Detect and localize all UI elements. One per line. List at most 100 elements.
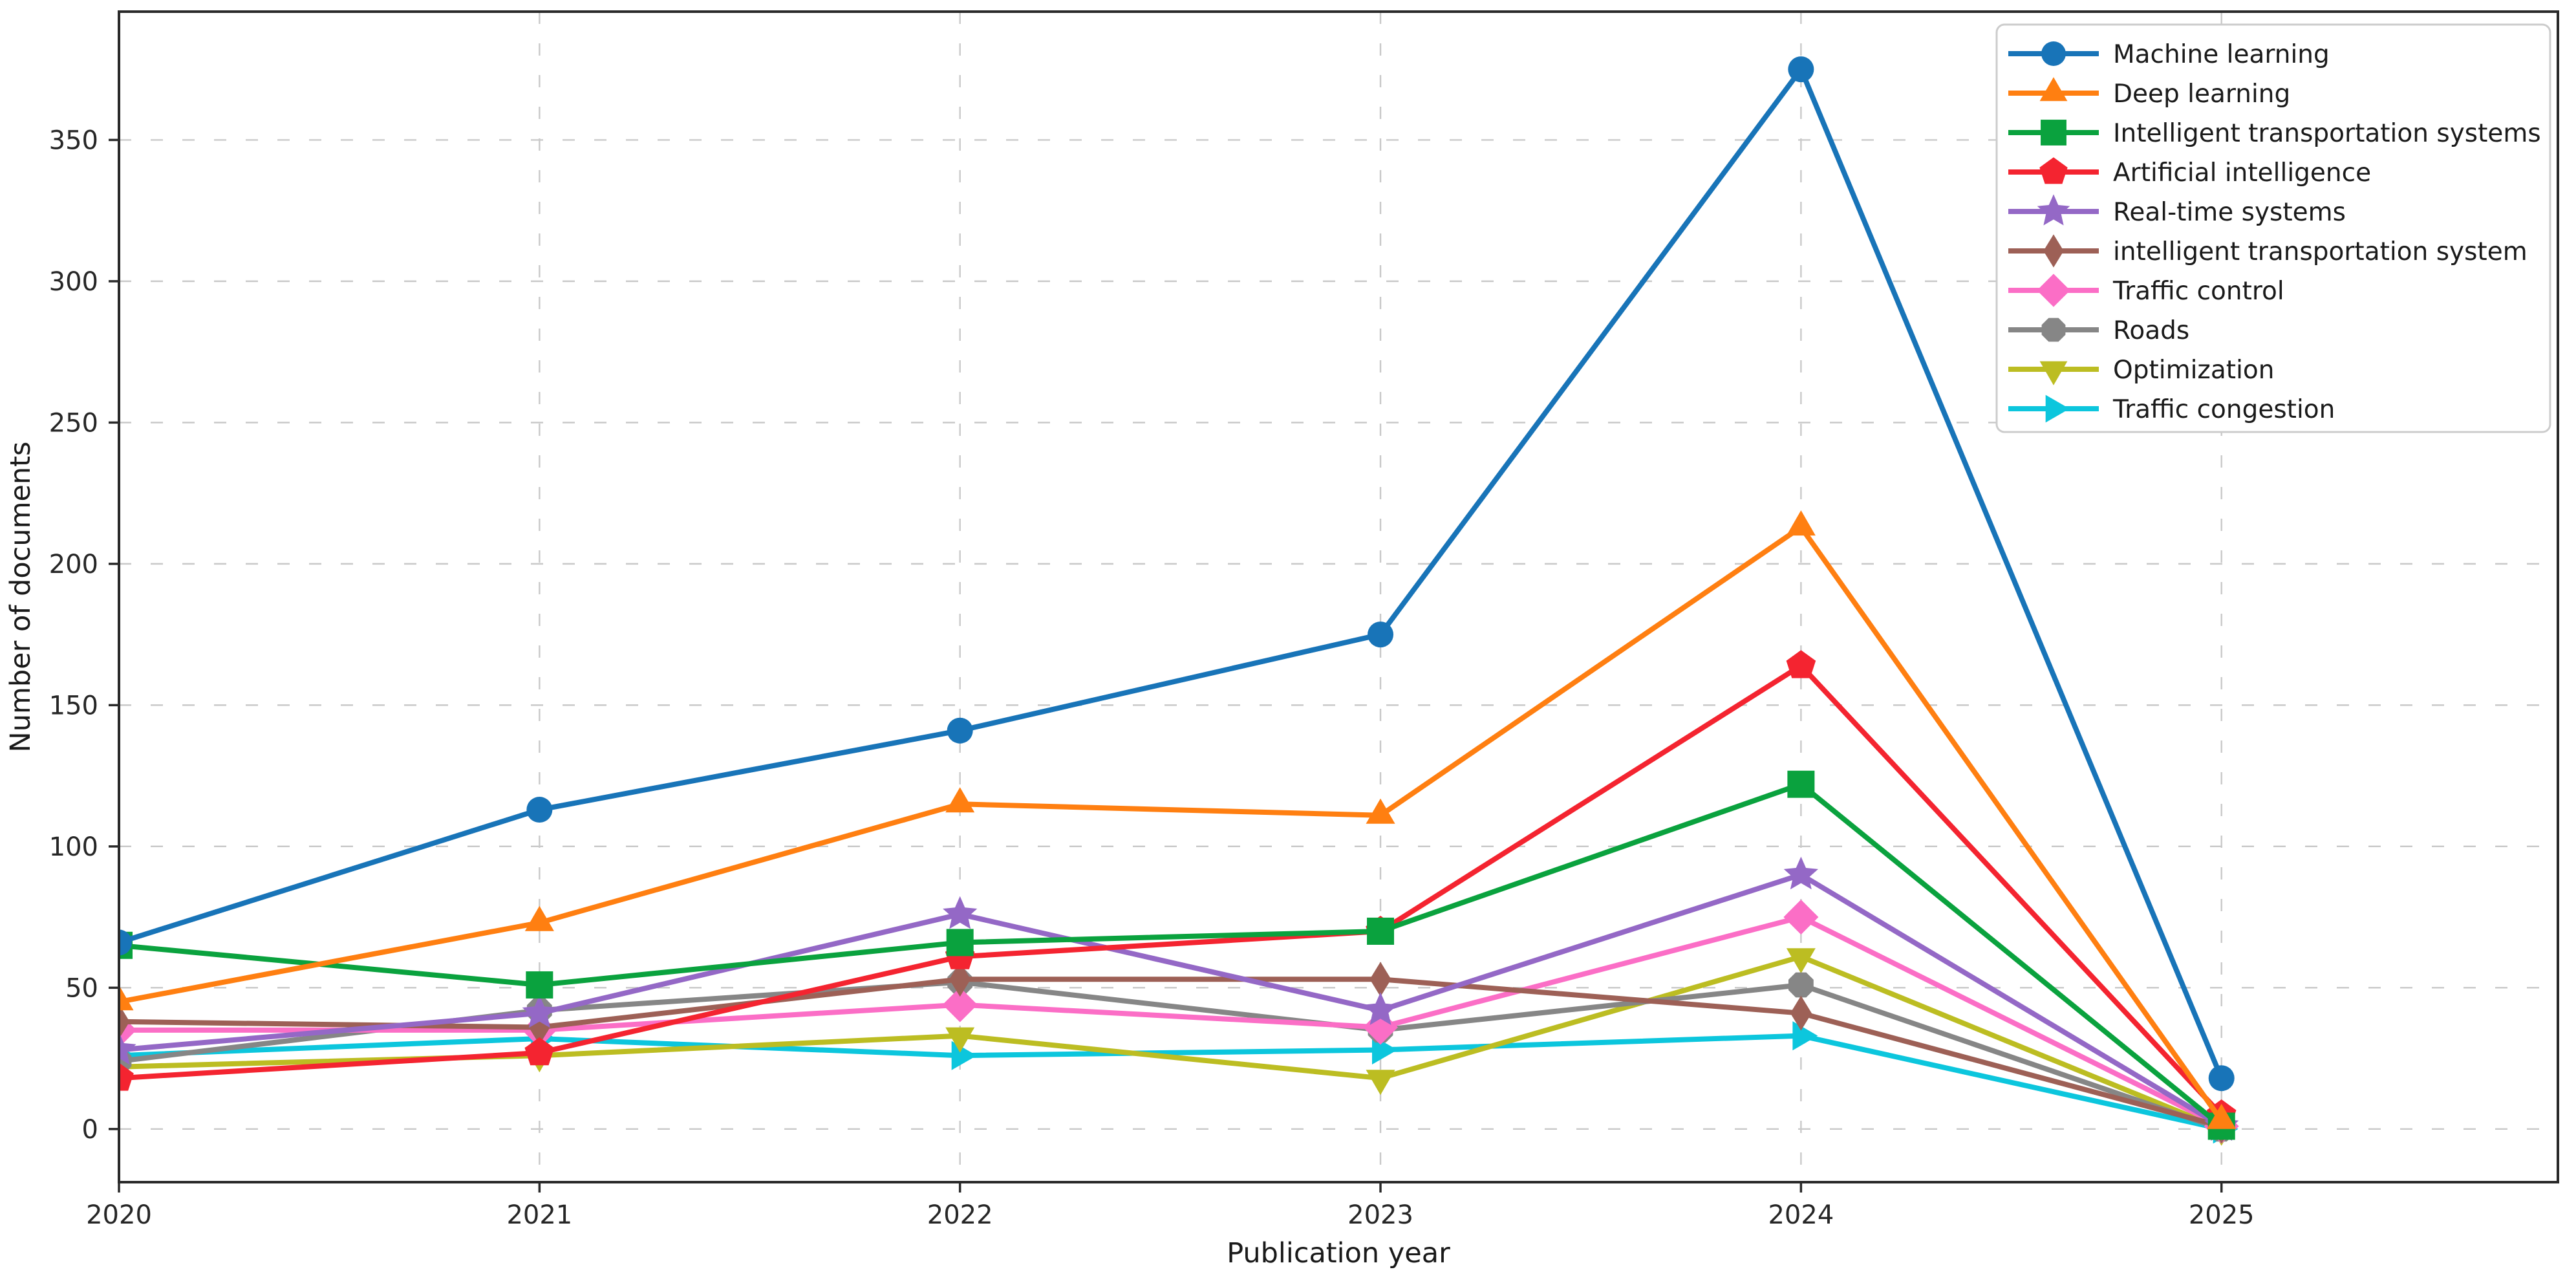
marker-pentagon [1786,650,1816,678]
marker-triangle-up [945,787,975,813]
legend-item-artificial-intelligence: Artificial intelligence [2008,157,2371,188]
marker-circle [1788,56,1814,83]
marker-triangle-right [1792,1021,1818,1051]
legend-label: Machine learning [2113,40,2330,69]
legend-label: Roads [2113,316,2189,345]
marker-octagon [2041,318,2066,342]
marker-octagon [1788,972,1814,998]
series-real-time-systems [119,856,2239,1141]
marker-star [1783,856,1818,890]
marker-triangle-down [1366,1070,1395,1096]
y-tick-label: 250 [49,408,98,438]
marker-triangle-right [2045,394,2070,423]
marker-triangle-down [2039,361,2068,385]
series-line [119,1033,2224,1132]
legend-label: Traffic control [2112,277,2284,306]
legend: Machine learning Deep learning Intelligent… [1995,23,2551,433]
legend-label: Intelligent transportation systems [2113,119,2541,148]
x-tick-label: 2024 [1768,1200,1834,1230]
legend-label: Real-time systems [2113,198,2346,227]
legend-item-deep-learning: Deep learning [2008,77,2290,109]
marker-square [2041,120,2066,146]
marker-circle [1368,621,1394,648]
legend-label: Artificial intelligence [2113,158,2371,188]
series-machine-learning [119,56,2235,1092]
x-tick-label: 2022 [927,1200,993,1230]
marker-circle [119,929,132,956]
y-tick-label: 50 [65,973,98,1003]
series-line [119,781,2224,1129]
legend-item-intelligent-transportation-system: intelligent transportation system [2008,234,2528,268]
marker-triangle-up [1786,510,1816,536]
marker-circle [947,717,973,744]
legend-item-traffic-congestion: Traffic congestion [2008,394,2335,424]
marker-triangle-up [524,905,554,931]
series-line [119,914,2224,1129]
series-line [119,524,2224,1123]
y-axis-title: Number of documents [5,442,37,753]
marker-star [1363,992,1398,1025]
marker-circle [526,797,553,823]
legend-item-real-time-systems: Real-time systems [2008,194,2346,227]
marker-pentagon [524,1037,555,1066]
series-traffic-congestion [119,1021,2238,1144]
marker-triangle-down [945,1027,975,1053]
marker-thin-diamond [119,1004,130,1039]
plot-series [119,56,2239,1146]
y-tick-label: 350 [49,125,98,155]
series-intelligent-transportation-systems [119,770,2235,1140]
series-line [119,977,2224,1129]
legend-item-intelligent-transportation-systems: Intelligent transportation systems [2008,119,2541,148]
marker-circle [2041,41,2066,66]
x-tick-label: 2023 [1347,1200,1413,1230]
y-tick-label: 150 [49,691,98,720]
legend-box [1995,23,2551,433]
x-axis-title: Publication year [1227,1237,1450,1269]
axes-ticks: 0 50 100 150 200 250 300 350 2020 2021 2022 2023 202… [49,125,2255,1230]
marker-pentagon [2039,157,2068,184]
y-tick-label: 200 [49,550,98,579]
marker-triangle-up [2207,1103,2237,1129]
marker-thin-diamond [2043,234,2064,268]
x-tick-label: 2021 [506,1200,572,1230]
legend-label: Deep learning [2113,80,2290,109]
marker-triangle-down [1786,948,1816,974]
marker-thin-diamond [1369,962,1391,997]
legend-item-roads: Roads [2008,316,2189,345]
series-deep-learning [119,510,2237,1129]
y-tick-label: 300 [49,267,98,297]
x-tick-label: 2020 [86,1200,152,1230]
legend-item-optimization: Optimization [2008,356,2274,385]
series-line [119,872,2224,1129]
marker-square [1787,770,1815,798]
marker-triangle-up [2039,77,2068,102]
legend-label: Traffic congestion [2112,395,2335,424]
marker-thin-diamond [1790,995,1812,1031]
marker-triangle-up [119,985,134,1011]
marker-pentagon [119,1063,134,1091]
y-tick-label: 0 [82,1115,98,1145]
marker-diamond [942,987,978,1022]
marker-star [522,995,557,1028]
marker-diamond [2037,274,2070,307]
marker-square [1367,917,1395,945]
legend-label: intelligent transportation system [2113,237,2528,266]
marker-square [946,929,974,956]
marker-thin-diamond [949,962,971,997]
y-tick-label: 100 [49,832,98,862]
series-line [119,67,2224,1081]
marker-diamond [1783,900,1819,935]
x-tick-label: 2025 [2189,1200,2255,1230]
marker-star [2037,194,2070,226]
legend-item-traffic-control: Traffic control [2008,274,2284,307]
legend-label: Optimization [2113,356,2274,385]
marker-star [943,896,978,929]
marker-triangle-up [1366,798,1395,824]
marker-star [119,1031,136,1065]
plot-border [118,10,2559,1183]
marker-square [526,971,553,999]
marker-triangle-right [951,1041,977,1070]
series-line [119,663,2224,1117]
